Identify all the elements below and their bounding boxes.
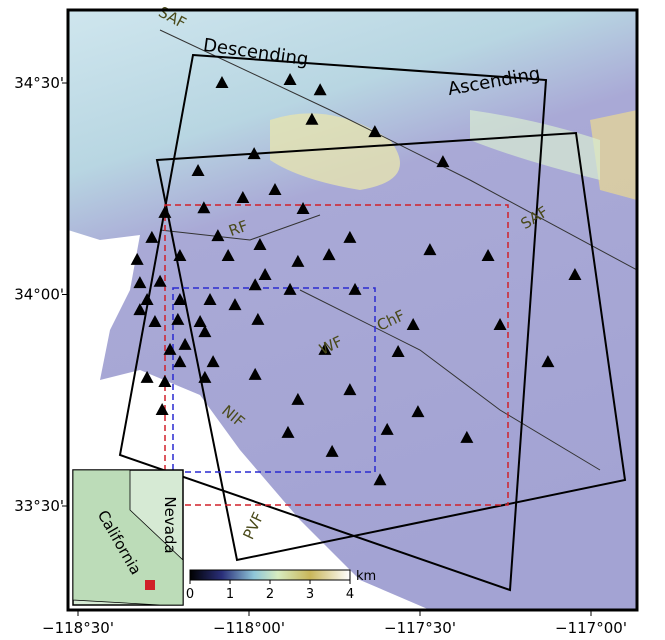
colorbar-tick-label: 2	[266, 587, 274, 602]
map-figure: SAF Descending Ascending SAF RF ChF WF N…	[0, 0, 665, 640]
colorbar-tick-label: 4	[346, 587, 354, 602]
x-tick-label: −117°30'	[384, 619, 456, 637]
y-tick-label: 34°30'	[14, 74, 64, 92]
inset-label: Nevada	[161, 496, 179, 553]
colorbar-tick-label: 0	[186, 587, 194, 602]
colorbar	[190, 570, 350, 580]
x-tick-label: −118°00'	[213, 619, 285, 637]
colorbar-tick-label: 1	[226, 587, 234, 602]
x-tick-label: −117°00'	[555, 619, 627, 637]
y-tick-label: 34°00'	[14, 286, 64, 304]
inset-map: Nevada California	[73, 470, 183, 605]
y-tick-label: 33°30'	[14, 497, 64, 515]
x-tick-label: −118°30'	[42, 619, 114, 637]
colorbar-tick-label: 3	[306, 587, 314, 602]
colorbar-unit: km	[356, 569, 376, 584]
